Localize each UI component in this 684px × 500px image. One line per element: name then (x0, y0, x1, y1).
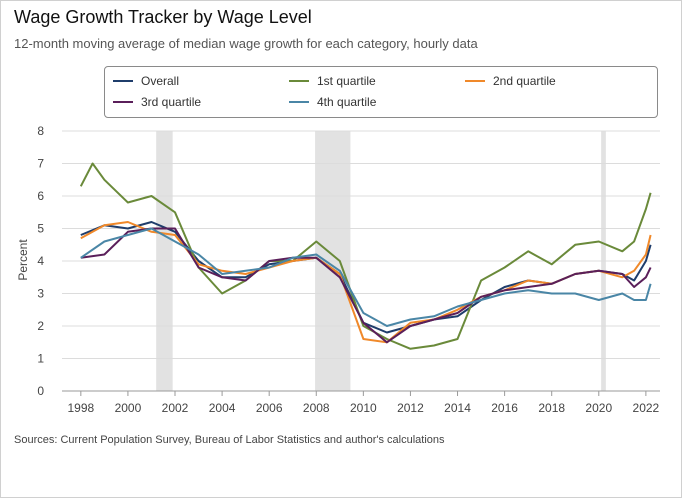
legend-swatch-overall (113, 80, 133, 82)
chart-subtitle: 12-month moving average of median wage g… (14, 36, 478, 51)
x-tick-label-2002: 2002 (162, 401, 189, 415)
y-axis-tick-labels: 0 1 2 3 4 5 6 7 8 (37, 124, 44, 398)
y-tick-label-6: 6 (37, 189, 44, 203)
y-tick-label-8: 8 (37, 124, 44, 138)
chart-legend: Overall 1st quartile 2nd quartile 3rd qu… (104, 66, 658, 118)
y-tick-label-1: 1 (37, 352, 44, 366)
x-tick-label-2012: 2012 (397, 401, 424, 415)
x-tick-label-2018: 2018 (538, 401, 565, 415)
legend-swatch-3rd-quartile (113, 101, 133, 103)
legend-item-1st-quartile[interactable]: 1st quartile (289, 74, 376, 88)
y-tick-label-3: 3 (37, 287, 44, 301)
legend-item-3rd-quartile[interactable]: 3rd quartile (113, 95, 201, 109)
legend-label-3rd-quartile: 3rd quartile (141, 95, 202, 109)
x-tick-label-2006: 2006 (256, 401, 283, 415)
y-tick-label-4: 4 (37, 254, 44, 268)
legend-label-overall: Overall (141, 74, 180, 88)
legend-item-4th-quartile[interactable]: 4th quartile (289, 95, 376, 109)
x-tick-label-2014: 2014 (444, 401, 471, 415)
legend-swatch-4th-quartile (289, 101, 309, 103)
legend-item-2nd-quartile[interactable]: 2nd quartile (465, 74, 556, 88)
chart-title: Wage Growth Tracker by Wage Level (14, 7, 312, 27)
legend-item-overall[interactable]: Overall (113, 74, 179, 88)
gridlines (62, 130, 660, 392)
legend-swatch-1st-quartile (289, 80, 309, 82)
y-tick-label-7: 7 (37, 157, 44, 171)
x-axis-tick-labels: 1998 2000 2002 2004 2006 2008 2010 2012 2014 2016… (67, 391, 660, 415)
x-tick-label-2000: 2000 (115, 401, 142, 415)
x-tick-label-2004: 2004 (209, 401, 236, 415)
y-tick-label-0: 0 (37, 384, 44, 398)
legend-label-4th-quartile: 4th quartile (317, 95, 377, 109)
x-tick-label-2016: 2016 (491, 401, 518, 415)
series-line-3rd-quartile (80, 227, 652, 344)
source-note: Sources: Current Population Survey, Bure… (14, 434, 445, 446)
y-tick-label-5: 5 (37, 222, 44, 236)
series-line-4th-quartile (80, 227, 652, 327)
x-tick-label-2008: 2008 (303, 401, 330, 415)
legend-label-2nd-quartile: 2nd quartile (493, 74, 556, 88)
legend-swatch-2nd-quartile (465, 80, 485, 82)
x-tick-label-2020: 2020 (585, 401, 612, 415)
x-tick-label-1998: 1998 (67, 401, 94, 415)
series-lines (79, 162, 652, 350)
y-tick-label-2: 2 (37, 319, 44, 333)
y-axis-title: Percent (16, 239, 30, 281)
legend-label-1st-quartile: 1st quartile (317, 74, 376, 88)
x-tick-label-2010: 2010 (350, 401, 377, 415)
x-tick-label-2022: 2022 (633, 401, 660, 415)
